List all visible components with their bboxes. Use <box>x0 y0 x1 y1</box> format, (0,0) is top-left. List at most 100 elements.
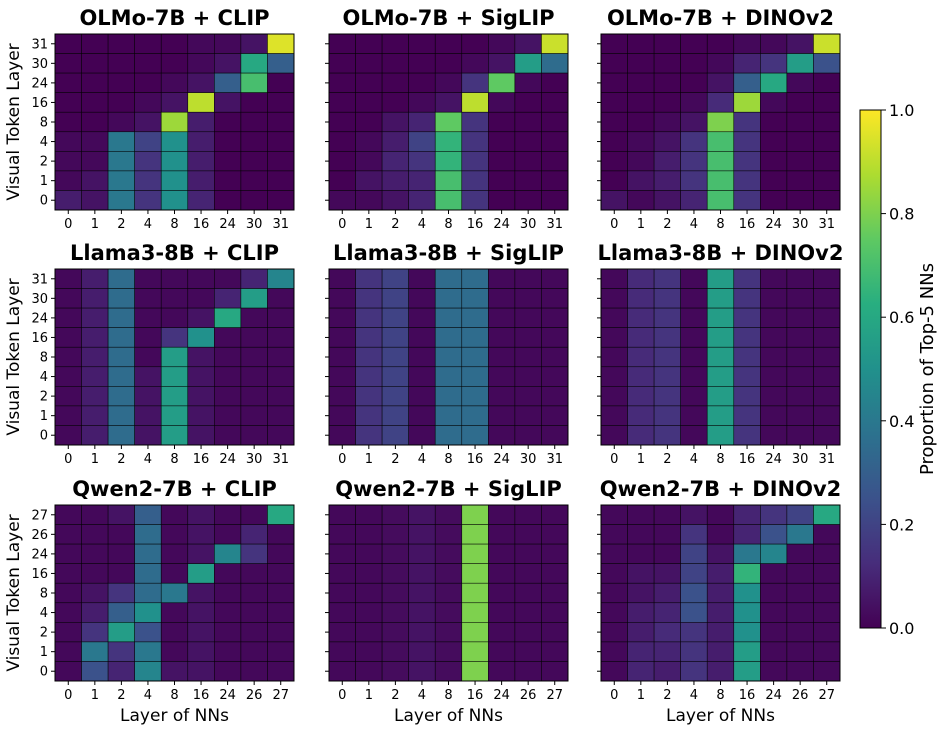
heatmap-cell <box>627 661 655 682</box>
heatmap-cell <box>240 425 268 446</box>
x-tick-label: 31 <box>272 452 289 467</box>
heatmap-cell <box>214 170 242 191</box>
heatmap-cell <box>680 151 708 172</box>
heatmap-cell <box>627 53 655 74</box>
heatmap-cell <box>355 92 383 113</box>
heatmap-cell <box>600 268 628 289</box>
heatmap-cell <box>760 346 788 368</box>
heatmap-cell <box>355 622 383 643</box>
heatmap-cell <box>786 268 814 289</box>
heatmap-cell <box>653 151 681 172</box>
heatmap-cell <box>381 327 409 348</box>
y-tick-label: 0 <box>40 665 48 680</box>
x-tick-label: 2 <box>663 688 671 703</box>
y-tick-label: 0 <box>40 429 48 444</box>
heatmap-cell <box>187 346 215 368</box>
heatmap-cell <box>514 346 542 368</box>
heatmap-cell <box>653 92 681 113</box>
heatmap-cell <box>600 425 628 446</box>
panel-title: Llama3-8B + SigLIP <box>333 241 564 265</box>
heatmap-cell <box>461 33 489 54</box>
x-tick-label: 0 <box>610 688 618 703</box>
heatmap-cell <box>600 327 628 348</box>
heatmap-cell <box>355 405 383 426</box>
heatmap-cell <box>187 327 215 348</box>
heatmap-cell <box>653 405 681 426</box>
heatmap-cell <box>240 661 268 682</box>
heatmap-cell <box>408 327 436 348</box>
x-tick-label: 4 <box>144 217 152 232</box>
heatmap-cell <box>381 111 409 133</box>
heatmap-cell <box>627 366 655 387</box>
x-tick-label: 30 <box>520 452 537 467</box>
heatmap-cell <box>381 405 409 426</box>
heatmap-cell <box>706 111 735 133</box>
heatmap-cell <box>627 425 655 446</box>
heatmap-cell <box>355 661 383 682</box>
heatmap-cell <box>541 131 569 152</box>
heatmap-cell <box>54 504 82 525</box>
panel-title: OLMo-7B + CLIP <box>79 6 269 30</box>
heatmap-cell <box>107 641 135 662</box>
heatmap-cell <box>240 111 268 133</box>
heatmap-cell <box>107 563 135 584</box>
heatmap-cell <box>653 346 681 368</box>
heatmap-cell <box>54 386 82 407</box>
heatmap-cell <box>160 170 189 191</box>
x-tick-label: 8 <box>170 688 178 703</box>
heatmap-cell <box>381 504 409 525</box>
heatmap-cell <box>54 111 82 133</box>
heatmap-cell <box>653 366 681 387</box>
heatmap-cell <box>187 425 215 446</box>
heatmap-cell <box>461 111 489 133</box>
heatmap-cell <box>160 288 189 309</box>
heatmap-cell <box>600 288 628 309</box>
heatmap-cell <box>541 288 569 309</box>
x-tick-label: 16 <box>193 217 210 232</box>
heatmap-cell <box>214 661 242 682</box>
heatmap-cell <box>813 543 841 564</box>
x-tick-label: 31 <box>818 217 835 232</box>
heatmap-cell <box>328 33 356 54</box>
heatmap-cell <box>408 346 436 368</box>
heatmap-cell <box>706 327 735 348</box>
heatmap-cell <box>267 504 295 525</box>
heatmap-cell <box>813 641 841 662</box>
heatmap-cell <box>267 405 295 426</box>
heatmap-cell <box>134 111 162 133</box>
heatmap-cell <box>514 543 542 564</box>
heatmap-cell <box>107 543 135 564</box>
heatmap-cell <box>653 661 681 682</box>
heatmap-cell <box>600 366 628 387</box>
heatmap-cell <box>514 72 542 93</box>
heatmap-cell <box>786 641 814 662</box>
heatmap-cell <box>434 111 463 133</box>
heatmap-cell <box>187 190 215 211</box>
heatmap-cell <box>107 53 135 74</box>
heatmap-cell <box>408 33 436 54</box>
heatmap-cell <box>786 92 814 113</box>
heatmap-cell <box>214 386 242 407</box>
heatmap-cell <box>680 190 708 211</box>
heatmap-cell <box>187 53 215 74</box>
heatmap-cell <box>355 72 383 93</box>
heatmap-cell <box>381 661 409 682</box>
heatmap-cell <box>160 405 189 426</box>
heatmap-cell <box>434 288 463 309</box>
heatmap-cell <box>134 602 162 623</box>
heatmap-cell <box>187 111 215 133</box>
heatmap-cell <box>267 307 295 328</box>
x-tick-label: 27 <box>546 688 563 703</box>
heatmap-cell <box>434 582 463 604</box>
heatmap-cell <box>160 151 189 172</box>
heatmap-cell <box>355 53 383 74</box>
heatmap-cell <box>381 151 409 172</box>
heatmap-cell <box>328 602 356 623</box>
heatmap-cell <box>107 131 135 152</box>
heatmap-cell <box>434 386 463 407</box>
heatmap-cell <box>328 268 356 289</box>
heatmap-cell <box>706 268 735 289</box>
heatmap-cell <box>627 622 655 643</box>
heatmap-cell <box>381 366 409 387</box>
